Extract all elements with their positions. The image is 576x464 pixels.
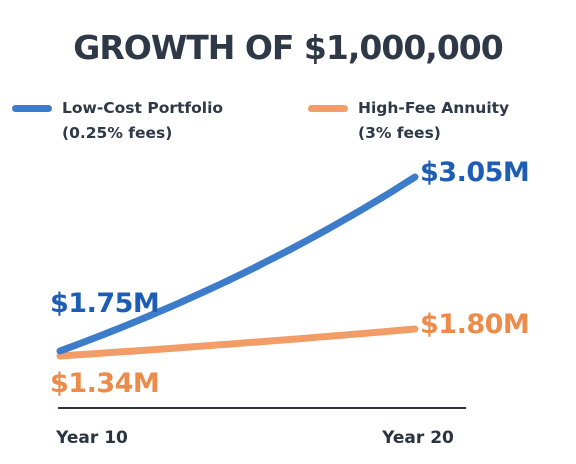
data-label-low-cost-end: $3.05M [420, 157, 529, 188]
series-line-low-cost [56, 173, 419, 355]
data-label-high-fee-end: $1.80M [420, 309, 529, 340]
x-tick-label: Year 20 [381, 428, 454, 448]
legend-label-high-fee: High-Fee Annuity (3% fees) [358, 96, 509, 146]
legend-label-high-fee-line-2: (3% fees) [358, 124, 441, 142]
legend-swatch-high-fee [308, 105, 348, 112]
series-line-high-fee [56, 325, 419, 360]
legend-label-low-cost: Low-Cost Portfolio (0.25% fees) [62, 96, 223, 146]
legend-label-low-cost-line-1: Low-Cost Portfolio [62, 99, 224, 117]
legend-label-low-cost-line-2: (0.25% fees) [62, 124, 173, 142]
data-label-high-fee-start: $1.34M [50, 368, 159, 399]
legend-swatch-low-cost [12, 105, 52, 112]
x-tick-label: Year 10 [55, 428, 128, 448]
chart-title: GROWTH OF $1,000,000 [73, 28, 503, 67]
legend-label-high-fee-line-1: High-Fee Annuity [358, 99, 510, 117]
data-label-low-cost-start: $1.75M [50, 288, 159, 319]
